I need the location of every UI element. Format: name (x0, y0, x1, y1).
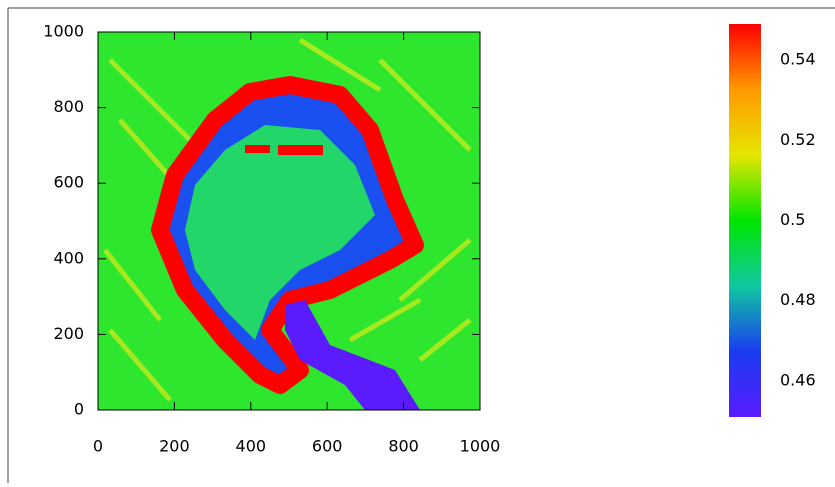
heatmap-image (98, 32, 480, 410)
y-tick-label: 600 (53, 173, 84, 192)
x-tick-label: 0 (93, 437, 103, 456)
y-tick-label: 200 (53, 324, 84, 343)
x-tick-label: 600 (312, 437, 343, 456)
y-tick-label: 1000 (43, 22, 84, 41)
x-tick-label: 400 (236, 437, 267, 456)
y-tick-label: 800 (53, 97, 84, 116)
colorbar-tick-label: 0.48 (780, 290, 816, 309)
colorbar-tick-label: 0.52 (780, 130, 816, 149)
y-tick-label: 400 (53, 248, 84, 267)
colorbar-tick-label: 0.54 (780, 50, 816, 69)
colorbar-tick-label: 0.46 (780, 370, 816, 389)
x-tick-label: 200 (159, 437, 190, 456)
x-tick-label: 1000 (460, 437, 501, 456)
colorbar (729, 24, 761, 417)
x-tick-label: 800 (388, 437, 419, 456)
plot-frame (97, 31, 481, 411)
y-tick-label: 0 (74, 400, 84, 419)
colorbar-tick-label: 0.5 (780, 210, 805, 229)
